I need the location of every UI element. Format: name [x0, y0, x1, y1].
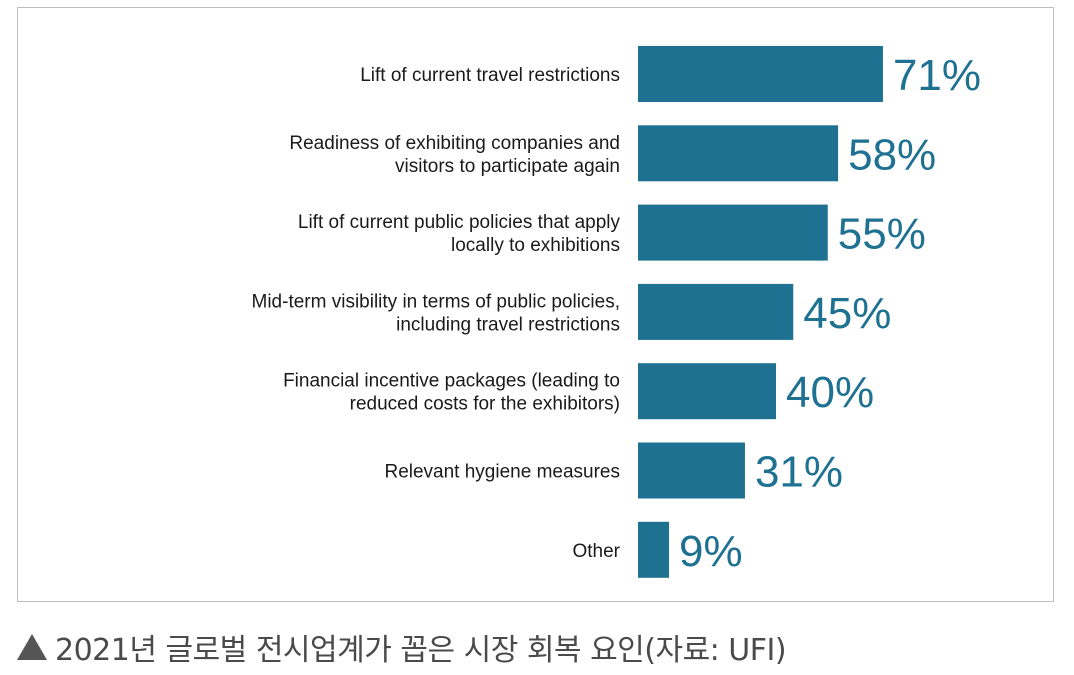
- value-label-1: 58%: [848, 130, 936, 179]
- value-label-0: 71%: [893, 51, 981, 100]
- category-label-line: visitors to participate again: [395, 156, 620, 177]
- value-label-4: 40%: [786, 368, 874, 417]
- category-label-line: reduced costs for the exhibitors): [350, 394, 620, 415]
- value-label-6: 9%: [679, 527, 743, 576]
- value-label-3: 45%: [803, 289, 891, 338]
- category-label-0: Lift of current travel restrictions: [360, 65, 620, 86]
- category-label-line: Financial incentive packages (leading to: [283, 371, 620, 392]
- caption-text: 2021년 글로벌 전시업계가 꼽은 시장 회복 요인(자료: UFI): [55, 633, 787, 668]
- category-label-line: locally to exhibitions: [451, 235, 620, 256]
- category-label-line: Other: [572, 541, 620, 562]
- category-label-6: Other: [572, 541, 620, 562]
- bar-chart: 71% Lift of current travel restrictions 58…: [252, 46, 981, 578]
- bar-0: [638, 46, 883, 102]
- bar-3: [638, 283, 794, 340]
- category-label-5: Relevant hygiene measures: [384, 462, 620, 483]
- bar-2: [638, 204, 828, 261]
- category-label-line: Mid-term visibility in terms of public p…: [252, 291, 621, 312]
- figure-caption: 2021년 글로벌 전시업계가 꼽은 시장 회복 요인(자료: UFI): [17, 622, 787, 672]
- category-label-line: including travel restrictions: [396, 314, 620, 335]
- bar-5: [638, 442, 745, 499]
- category-label-2: Lift of current public policies that app…: [298, 212, 621, 256]
- value-label-2: 55%: [838, 210, 926, 259]
- category-label-3: Mid-term visibility in terms of public p…: [252, 291, 621, 335]
- bar-6: [638, 521, 670, 578]
- category-label-line: Lift of current travel restrictions: [360, 65, 620, 86]
- triangle-up-icon: [17, 634, 47, 660]
- category-label-line: Relevant hygiene measures: [384, 462, 620, 483]
- category-label-line: Lift of current public policies that app…: [298, 212, 621, 233]
- bar-1: [638, 125, 839, 182]
- category-label-line: Readiness of exhibiting companies and: [289, 133, 620, 154]
- category-label-1: Readiness of exhibiting companies and vis…: [289, 133, 620, 177]
- category-label-4: Financial incentive packages (leading to…: [283, 371, 620, 415]
- chart-frame: 71% Lift of current travel restrictions 58…: [17, 7, 1054, 602]
- bar-4: [638, 363, 776, 420]
- value-label-5: 31%: [755, 448, 843, 497]
